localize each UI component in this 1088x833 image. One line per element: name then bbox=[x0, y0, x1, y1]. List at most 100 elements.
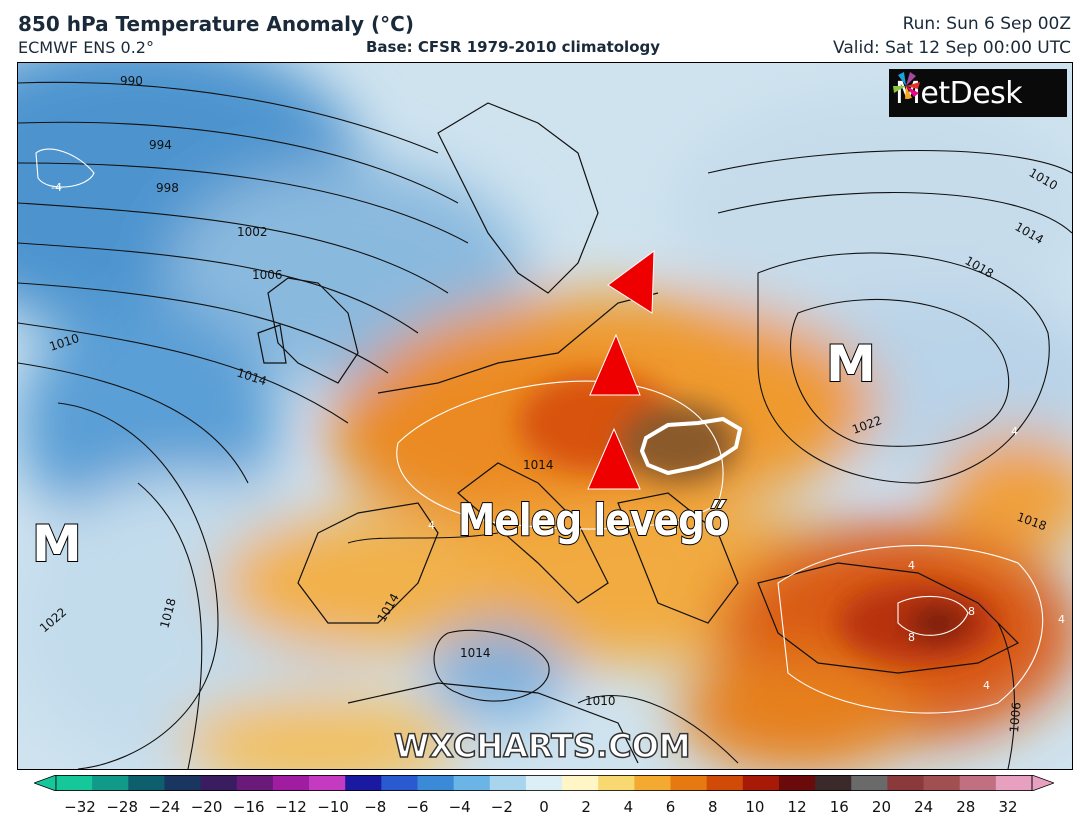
wxcharts-watermark: WXCHARTS.COM bbox=[393, 726, 691, 766]
colorbar bbox=[34, 775, 1054, 791]
colorbar-segment bbox=[923, 775, 961, 791]
coastline-scandinavia bbox=[437, 102, 599, 294]
colorbar-segment bbox=[489, 775, 527, 791]
pressure-centre-label: M bbox=[31, 514, 83, 574]
coastline-italy bbox=[457, 462, 609, 604]
pressure-label: 1010 bbox=[585, 694, 616, 708]
chart-title: 850 hPa Temperature Anomaly (°C) bbox=[18, 12, 414, 36]
colorbar-tick-label: 4 bbox=[623, 798, 634, 816]
anomaly-label: 8 bbox=[968, 605, 975, 618]
valid-time-label: Valid: Sat 12 Sep 00:00 UTC bbox=[833, 38, 1071, 58]
hungary-outline bbox=[639, 416, 743, 476]
colorbar-segment bbox=[851, 775, 888, 791]
colorbar-tick-label: 12 bbox=[787, 798, 807, 816]
colorbar-tick-label: −32 bbox=[64, 798, 96, 816]
colorbar-segment bbox=[92, 775, 129, 791]
anomaly-label: 4 bbox=[1058, 613, 1065, 626]
colorbar-tick-label: −28 bbox=[106, 798, 138, 816]
colorbar-tick-label: 16 bbox=[829, 798, 849, 816]
colorbar-segment bbox=[995, 775, 1033, 791]
pressure-label: 990 bbox=[120, 74, 143, 88]
anomaly-label: 4 bbox=[1011, 425, 1018, 438]
coastline-anatolia bbox=[757, 562, 1020, 674]
coastline-north-europe bbox=[377, 292, 659, 394]
colorbar-tick-label: −4 bbox=[448, 798, 471, 816]
colorbar-tick-label: 24 bbox=[914, 798, 934, 816]
pressure-label: 998 bbox=[156, 181, 179, 195]
anomaly-field bbox=[18, 63, 1072, 769]
metdesk-pinwheel-icon bbox=[893, 72, 920, 99]
colorbar-tick-label: −20 bbox=[190, 798, 223, 816]
anomaly-map: 990 994 998 1002 1006 1010 1014 1010 101… bbox=[17, 62, 1073, 770]
colorbar-segment bbox=[272, 775, 310, 791]
anomaly-label: -4 bbox=[51, 181, 62, 194]
model-label: ECMWF ENS 0.2° bbox=[18, 38, 154, 57]
colorbar-tick-label: 0 bbox=[539, 798, 549, 816]
colorbar-tick-label: −8 bbox=[364, 798, 387, 816]
anomaly-contours bbox=[35, 148, 1044, 714]
colorbar-tick-label: 28 bbox=[956, 798, 976, 816]
colorbar-segment bbox=[309, 775, 346, 791]
colorbar-tick-label: 6 bbox=[665, 798, 676, 816]
colorbar-tick-label: −10 bbox=[317, 798, 349, 816]
colorbar-segment bbox=[742, 775, 780, 791]
colorbar-tick-label: 20 bbox=[871, 798, 891, 816]
colorbar-max-arrow bbox=[1031, 775, 1054, 791]
anomaly-labels: -4 4 4 4 4 8 8 4 bbox=[51, 181, 1065, 692]
colorbar-segment bbox=[128, 775, 165, 791]
anomaly-label: 4 bbox=[983, 679, 990, 692]
anomaly-label: 4 bbox=[908, 559, 915, 572]
coastline-ireland bbox=[257, 324, 287, 364]
coastline-iberia bbox=[297, 502, 439, 624]
run-time-label: Run: Sun 6 Sep 00Z bbox=[902, 14, 1071, 34]
colorbar-tick-label: −2 bbox=[490, 798, 513, 816]
pressure-label: 1002 bbox=[237, 225, 268, 239]
climatology-base-label: Base: CFSR 1979-2010 climatology bbox=[366, 38, 661, 56]
pressure-label: 994 bbox=[149, 138, 172, 152]
red-triangle-arrow-icon bbox=[607, 249, 655, 314]
warm-air-annotation: Meleg levegő bbox=[457, 494, 730, 547]
colorbar-tick-label: −24 bbox=[148, 798, 181, 816]
colorbar-segment bbox=[345, 775, 382, 791]
pressure-centre-label: M bbox=[825, 334, 877, 394]
colorbar-tick-label: 2 bbox=[581, 798, 591, 816]
anomaly-label: 8 bbox=[908, 631, 915, 644]
colorbar-segment bbox=[670, 775, 708, 791]
map-canvas: 990 994 998 1002 1006 1010 1014 1010 101… bbox=[18, 63, 1072, 769]
colorbar-segment bbox=[525, 775, 563, 791]
colorbar-min-arrow bbox=[34, 775, 57, 791]
colorbar-tick-label: −6 bbox=[406, 798, 429, 816]
colorbar-segment bbox=[164, 775, 202, 791]
colorbar-segment bbox=[959, 775, 997, 791]
coastlines bbox=[257, 102, 1020, 764]
colorbar-segment bbox=[887, 775, 925, 791]
colorbar-segments bbox=[34, 775, 1054, 791]
colorbar-segment bbox=[200, 775, 238, 791]
colorbar-segment bbox=[381, 775, 418, 791]
colorbar-tick-label: 8 bbox=[707, 798, 718, 816]
colorbar-segment bbox=[417, 775, 455, 791]
anomaly-label: 4 bbox=[428, 519, 435, 532]
colorbar-segment bbox=[634, 775, 672, 791]
colorbar-segment bbox=[236, 775, 274, 791]
colorbar-segment bbox=[706, 775, 744, 791]
metdesk-logo: MetDesk bbox=[889, 69, 1067, 117]
colorbar-frame bbox=[55, 775, 1033, 791]
pressure-label: 1014 bbox=[523, 458, 554, 472]
colorbar-segment bbox=[453, 775, 491, 791]
pressure-label: 1006 bbox=[1007, 702, 1024, 734]
colorbar-segment bbox=[778, 775, 816, 791]
pressure-label: 1014 bbox=[460, 646, 491, 660]
colorbar-segment bbox=[598, 775, 635, 791]
red-triangle-arrow-icon bbox=[587, 427, 641, 490]
colorbar-tick-label: 32 bbox=[998, 798, 1018, 816]
red-triangle-arrow-icon bbox=[589, 333, 641, 396]
colorbar-tick-label: −12 bbox=[275, 798, 307, 816]
coastline-balkans bbox=[617, 492, 739, 624]
colorbar-segment bbox=[562, 775, 599, 791]
pressure-label: 1006 bbox=[252, 268, 283, 282]
coastline-north-africa bbox=[347, 682, 639, 764]
colorbar-tick-label: 10 bbox=[745, 798, 765, 816]
colorbar-segment bbox=[815, 775, 852, 791]
isobars bbox=[18, 81, 1072, 769]
